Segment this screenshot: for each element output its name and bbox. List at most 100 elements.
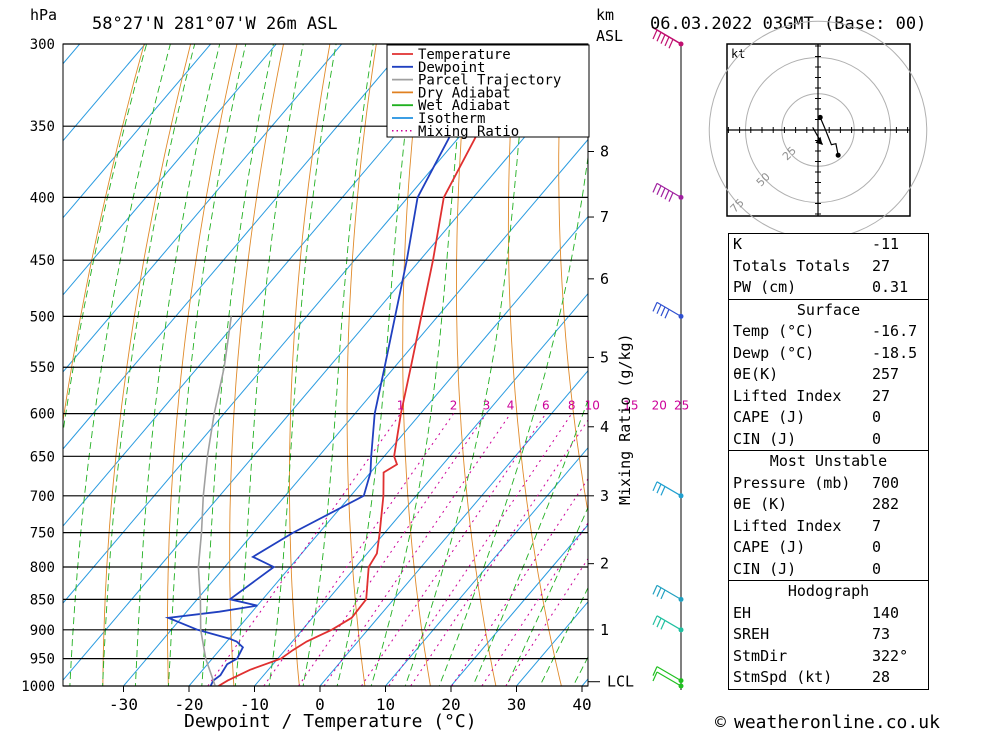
- wind-barb-flag: [656, 483, 662, 494]
- pressure-tick-label: 400: [30, 190, 55, 206]
- km-tick-label: 4: [600, 418, 609, 436]
- most-unstable-title: Most Unstable: [769, 452, 888, 470]
- wind-barb: [652, 584, 684, 602]
- index-row: Dewp (°C) -18.5: [729, 343, 928, 365]
- index-label: StmDir: [733, 646, 788, 665]
- lcl-label: LCL: [607, 673, 634, 691]
- pressure-tick-label: 750: [30, 526, 55, 542]
- wet-adiabat-line: [438, 153, 588, 686]
- mixing-ratio-labels: 1 2 3 4 6 8 10 15 20 25: [397, 399, 690, 413]
- index-value: 28: [872, 668, 891, 686]
- index-row: K -11: [729, 234, 928, 256]
- km-axis: 8 7 6 5 4 3 2 1 LCL: [588, 142, 634, 691]
- plot-frame: [62, 43, 589, 687]
- isotherm-line: [63, 44, 146, 142]
- pressure-labels: 300 350 400 450 500 550 600 650 700 750 800 850 900 9…: [21, 37, 55, 695]
- wind-barb-flag: [660, 589, 666, 600]
- mixing-ratio-label: 2: [450, 399, 458, 413]
- general-indices: K -11 Totals Totals 27 PW (cm) 0.31: [729, 234, 928, 299]
- background-lines: [63, 44, 588, 686]
- wind-barb: [652, 615, 684, 633]
- isotherm-line: [63, 44, 277, 296]
- index-row: PW (cm) 0.31: [729, 277, 928, 299]
- hodograph-title: Hodograph: [787, 582, 870, 600]
- dry-adiabat-line: [102, 44, 192, 686]
- hodograph-unit-label: kt: [731, 47, 745, 61]
- index-label: SREH: [733, 625, 770, 643]
- dry-adiabat-line: [402, 44, 431, 686]
- index-label: θE (K): [733, 495, 788, 513]
- wet-adiabat-line: [134, 44, 221, 686]
- index-label: CIN (J): [733, 429, 797, 448]
- x-tick-label: -10: [240, 695, 269, 714]
- km-tick-label: 6: [600, 270, 609, 288]
- mixing-ratio-lines: [207, 413, 588, 686]
- wind-barb-flag: [652, 29, 658, 40]
- mixing-ratio-line: [298, 413, 487, 686]
- wind-barb: [652, 481, 684, 499]
- wind-barb-flag: [652, 183, 658, 193]
- surface-title: Surface: [796, 300, 861, 319]
- km-tick-label: 3: [600, 487, 609, 505]
- index-value: 322°: [872, 646, 909, 665]
- wind-barb-flag: [652, 615, 658, 626]
- wet-adiabat-line: [336, 44, 417, 686]
- pressure-tick-label: 650: [30, 449, 55, 465]
- index-value: 140: [872, 603, 900, 622]
- wet-adiabat-line: [370, 44, 468, 686]
- wind-barb: [652, 671, 684, 689]
- index-label: EH: [733, 603, 752, 622]
- mixing-ratio-line: [410, 419, 588, 686]
- wind-barb-flag: [664, 190, 670, 200]
- index-label: θE(K): [733, 365, 779, 383]
- site-link[interactable]: weatheronline.co.uk: [734, 712, 940, 733]
- mixing-ratio-line: [360, 413, 547, 686]
- index-row: StmDir 322°: [729, 646, 928, 668]
- mixing-ratio-line: [388, 413, 573, 686]
- index-row: Pressure (mb) 700: [729, 473, 928, 495]
- wind-barb-flag: [652, 666, 658, 676]
- surface-indices: Temp (°C) -16.7 Dewp (°C) -18.5 θE(K) 257 Lift…: [729, 321, 928, 450]
- wet-adiabat-line: [302, 44, 374, 686]
- mixing-ratio-label: 10: [585, 399, 600, 413]
- index-label: CAPE (J): [733, 408, 806, 426]
- km-tick-label: 5: [600, 348, 609, 366]
- mixing-ratio-label: 8: [568, 399, 576, 413]
- km-tick-label: 1: [600, 621, 609, 639]
- index-value: 282: [872, 495, 900, 513]
- dry-adiabat-line: [507, 44, 562, 686]
- index-value: 0: [872, 408, 882, 426]
- x-axis-label: Dewpoint / Temperature (°C): [184, 711, 477, 732]
- index-row: Totals Totals 27: [729, 256, 928, 278]
- index-value: 0: [872, 559, 882, 578]
- isotherm-line: [63, 44, 81, 65]
- wind-barb-flag: [668, 38, 674, 49]
- legend-label: Mixing Ratio: [418, 124, 519, 140]
- isotherm-line: [450, 524, 588, 686]
- dry-adiabat-line: [456, 44, 497, 686]
- mixing-ratio-label: 4: [507, 399, 515, 413]
- isotherm-line: [253, 292, 588, 686]
- isotherm-line: [188, 215, 588, 686]
- copyright-symbol: ©: [715, 712, 726, 733]
- isobars: [63, 43, 588, 687]
- wind-barb-flag: [660, 34, 666, 44]
- wind-barb-flag: [660, 306, 666, 317]
- mixing-ratio-axis-label: Mixing Ratio (g/kg): [616, 333, 634, 505]
- index-row: EH 140: [729, 603, 928, 625]
- hodograph-trace: [819, 117, 839, 156]
- isotherm-line: [384, 447, 588, 686]
- asl-label: ASL: [596, 27, 623, 45]
- isotherm-line: [319, 369, 588, 686]
- index-label: Lifted Index: [733, 516, 842, 535]
- index-label: Totals Totals: [733, 256, 851, 275]
- wet-adiabat-line: [539, 586, 588, 686]
- x-tick-label: 30: [507, 695, 526, 714]
- index-label: CIN (J): [733, 559, 797, 578]
- mixing-ratio-line: [207, 413, 401, 686]
- index-value: 73: [872, 625, 891, 643]
- index-row: CAPE (J) 0: [729, 407, 928, 429]
- legend-box: [386, 44, 590, 138]
